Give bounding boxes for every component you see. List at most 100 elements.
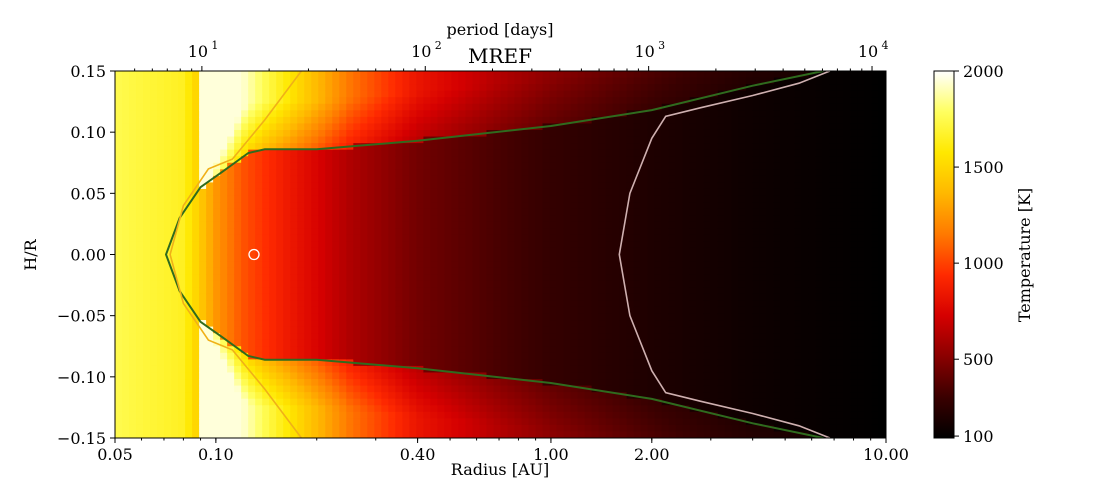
- heatmap-cell: [598, 234, 607, 242]
- heatmap-cell: [661, 293, 670, 301]
- heatmap-cell: [213, 405, 221, 413]
- heatmap-cell: [241, 280, 249, 288]
- heatmap-cell: [171, 261, 179, 269]
- heatmap-cell: [332, 156, 340, 164]
- heatmap-cell: [402, 320, 410, 328]
- heatmap-cell: [248, 333, 256, 341]
- heatmap-cell: [122, 188, 130, 197]
- heatmap-cell: [171, 162, 179, 170]
- heatmap-cell: [479, 208, 488, 216]
- heatmap-cell: [395, 424, 403, 433]
- heatmap-cell: [367, 385, 375, 393]
- heatmap-cell: [262, 221, 270, 229]
- heatmap-cell: [458, 333, 467, 341]
- heatmap-cell: [535, 202, 544, 210]
- heatmap-cell: [493, 156, 502, 164]
- heatmap-cell: [675, 97, 684, 105]
- heatmap-cell: [409, 241, 417, 249]
- heatmap-cell: [374, 175, 382, 184]
- heatmap-cell: [276, 110, 284, 118]
- heatmap-cell: [563, 97, 572, 105]
- heatmap-cell: [395, 274, 403, 282]
- heatmap-cell: [535, 287, 544, 295]
- heatmap-cell: [164, 306, 172, 315]
- heatmap-cell: [192, 247, 200, 256]
- heatmap-cell: [549, 352, 558, 360]
- heatmap-cell: [472, 306, 481, 315]
- heatmap-cell: [143, 215, 151, 223]
- heatmap-cell: [514, 195, 523, 203]
- heatmap-cell: [514, 149, 523, 157]
- heatmap-cell: [626, 228, 635, 236]
- heatmap-cell: [626, 241, 635, 249]
- heatmap-cell: [325, 365, 333, 374]
- heatmap-cell: [150, 267, 158, 275]
- heatmap-cell: [619, 103, 628, 111]
- heatmap-cell: [241, 182, 249, 190]
- heatmap-cell: [654, 346, 663, 354]
- heatmap-cell: [633, 398, 642, 406]
- heatmap-cell: [143, 143, 151, 151]
- heatmap-cell: [395, 247, 403, 256]
- heatmap-cell: [213, 195, 221, 203]
- heatmap-cell: [556, 162, 565, 170]
- heatmap-cell: [122, 274, 130, 282]
- heatmap-cell: [115, 182, 123, 190]
- heatmap-cell: [437, 188, 446, 197]
- heatmap-cell: [262, 103, 270, 111]
- heatmap-cell: [164, 195, 172, 203]
- heatmap-cell: [234, 333, 242, 341]
- heatmap-cell: [556, 300, 565, 308]
- heatmap-cell: [451, 372, 460, 380]
- heatmap-cell: [577, 241, 586, 249]
- heatmap-cell: [682, 372, 691, 380]
- heatmap-cell: [157, 313, 165, 321]
- heatmap-cell: [647, 346, 656, 354]
- heatmap-cell: [598, 90, 607, 98]
- heatmap-cell: [248, 71, 256, 79]
- heatmap-cell: [143, 261, 151, 269]
- heatmap-cell: [122, 202, 130, 210]
- heatmap-cell: [710, 156, 719, 164]
- heatmap-cell: [423, 385, 432, 393]
- heatmap-cell: [717, 103, 726, 111]
- heatmap-cell: [514, 326, 523, 334]
- heatmap-cell: [647, 241, 656, 249]
- heatmap-cell: [661, 280, 670, 288]
- heatmap-cell: [220, 182, 228, 190]
- heatmap-cell: [164, 162, 172, 170]
- heatmap-cell: [311, 326, 319, 334]
- heatmap-cell: [157, 156, 165, 164]
- heatmap-cell: [171, 405, 179, 413]
- heatmap-cell: [402, 169, 410, 177]
- heatmap-cell: [661, 247, 670, 256]
- heatmap-cell: [423, 77, 432, 85]
- heatmap-cell: [437, 241, 446, 249]
- heatmap-cell: [612, 84, 621, 92]
- heatmap-cell: [290, 234, 298, 242]
- heatmap-cell: [500, 333, 509, 341]
- heatmap-cell: [157, 392, 165, 400]
- heatmap-cell: [654, 77, 663, 85]
- heatmap-cell: [248, 110, 256, 118]
- heatmap-cell: [157, 188, 165, 197]
- heatmap-cell: [143, 359, 151, 367]
- heatmap-cell: [297, 149, 305, 157]
- heatmap-cell: [374, 116, 382, 125]
- heatmap-cell: [122, 228, 130, 236]
- heatmap-cell: [227, 84, 235, 92]
- heatmap-cell: [381, 313, 389, 321]
- heatmap-cell: [409, 339, 417, 347]
- heatmap-cell: [325, 280, 333, 288]
- heatmap-cell: [731, 287, 740, 295]
- heatmap-cell: [255, 241, 263, 249]
- heatmap-cell: [654, 110, 663, 118]
- heatmap-cell: [507, 228, 516, 236]
- heatmap-cell: [129, 365, 137, 374]
- heatmap-cell: [248, 267, 256, 275]
- heatmap-cell: [402, 247, 410, 256]
- heatmap-cell: [367, 162, 375, 170]
- heatmap-cell: [486, 156, 495, 164]
- heatmap-cell: [388, 424, 396, 433]
- heatmap-cell: [318, 162, 326, 170]
